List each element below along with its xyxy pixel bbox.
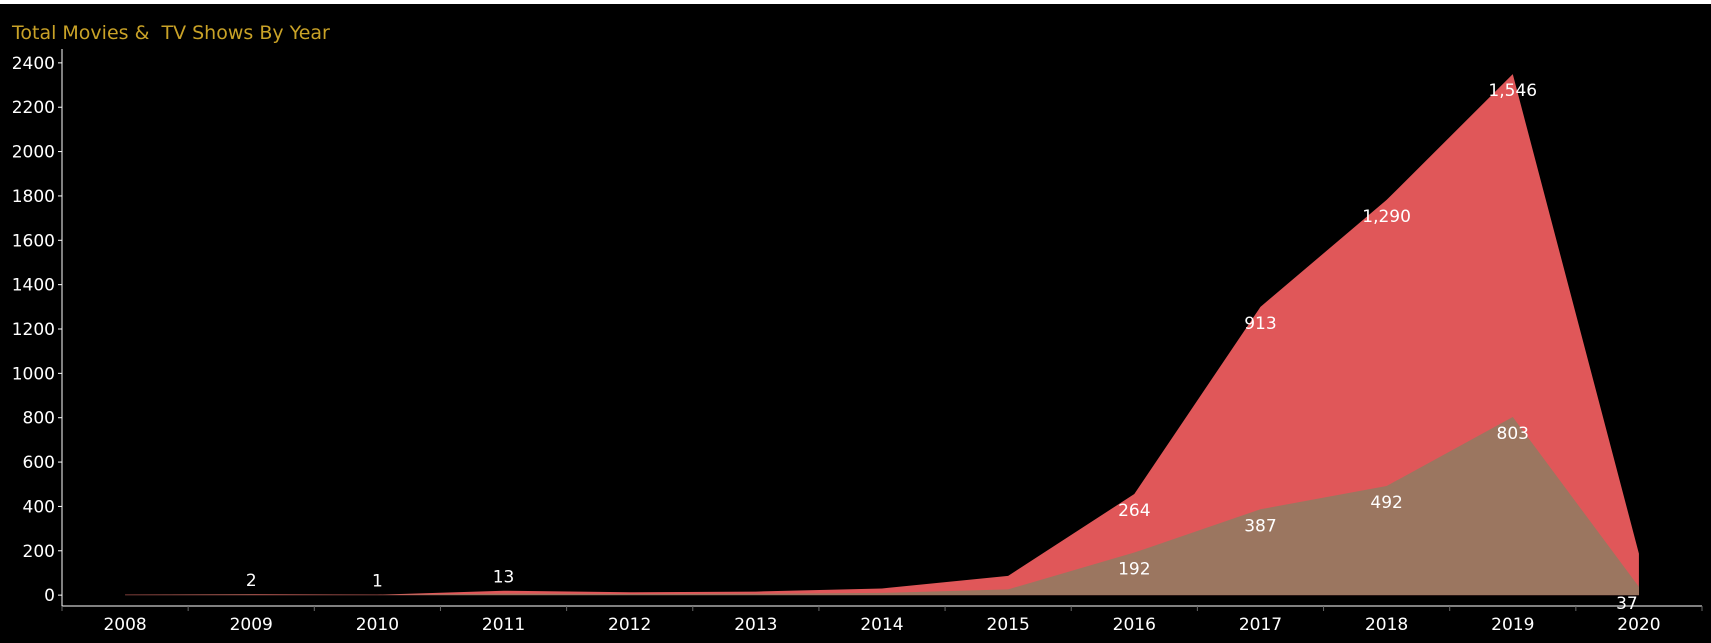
x-tick-label: 2016	[1113, 615, 1156, 635]
data-label: 1,546	[1488, 81, 1537, 101]
y-tick-label: 400	[23, 497, 55, 517]
y-tick-label: 1200	[12, 320, 55, 340]
x-tick-label: 2010	[356, 615, 399, 635]
area-series-1	[125, 74, 1639, 596]
y-tick-label: 1000	[12, 364, 55, 384]
y-tick-label: 1400	[12, 276, 55, 296]
data-label: 387	[1244, 516, 1276, 536]
area-chart: 0200400600800100012001400160018002000220…	[12, 49, 1703, 635]
data-label: 192	[1118, 560, 1150, 580]
data-label: 492	[1370, 493, 1402, 513]
x-tick-label: 2014	[860, 615, 903, 635]
x-tick-label: 2008	[103, 615, 146, 635]
y-tick-label: 0	[44, 586, 55, 606]
data-label: 1,290	[1362, 207, 1411, 227]
x-tick-label: 2019	[1491, 615, 1534, 635]
x-tick-label: 2009	[230, 615, 273, 635]
y-tick-label: 1800	[12, 187, 55, 207]
y-tick-label: 2200	[12, 98, 55, 118]
y-tick-label: 600	[23, 453, 55, 473]
data-label: 13	[493, 568, 515, 588]
data-label: 37	[1616, 594, 1638, 614]
y-tick-label: 200	[23, 542, 55, 562]
y-tick-label: 2000	[12, 143, 55, 163]
data-label: 913	[1244, 314, 1276, 334]
x-tick-label: 2017	[1239, 615, 1282, 635]
area-series-0	[125, 417, 1639, 596]
chart-title: Total Movies & TV Shows By Year	[12, 22, 330, 44]
x-tick-label: 2015	[987, 615, 1030, 635]
data-label: 264	[1118, 501, 1150, 521]
data-label: 2	[246, 571, 257, 591]
x-tick-label: 2018	[1365, 615, 1408, 635]
x-tick-label: 2020	[1617, 615, 1660, 635]
chart-frame: Total Movies & TV Shows By Year 0 200 400 6…	[0, 4, 1711, 643]
data-label: 803	[1497, 424, 1529, 444]
data-label: 1	[372, 572, 383, 592]
y-tick-label: 800	[23, 409, 55, 429]
y-tick-label: 2400	[12, 54, 55, 74]
x-tick-label: 2013	[734, 615, 777, 635]
y-tick-label: 1600	[12, 231, 55, 251]
x-tick-label: 2011	[482, 615, 525, 635]
x-tick-label: 2012	[608, 615, 651, 635]
